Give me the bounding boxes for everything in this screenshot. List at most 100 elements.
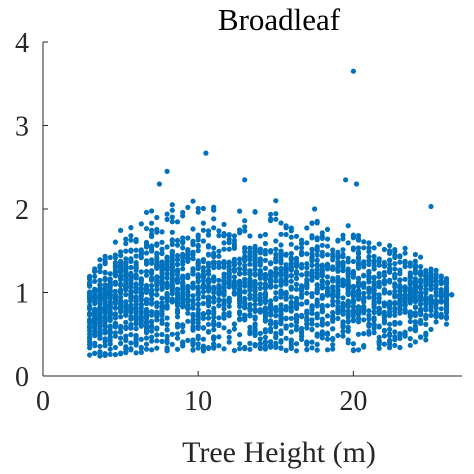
data-point: [92, 273, 98, 279]
data-point: [355, 245, 362, 251]
data-point: [330, 313, 336, 319]
data-point: [123, 265, 129, 271]
data-point: [268, 248, 274, 254]
data-point: [97, 269, 103, 275]
data-point: [330, 291, 336, 298]
data-point: [211, 314, 217, 320]
data-point: [123, 283, 129, 289]
data-point: [154, 280, 160, 286]
data-point: [216, 284, 222, 290]
data-point: [149, 270, 155, 277]
data-point: [402, 299, 408, 305]
data-point: [133, 315, 139, 322]
data-point: [164, 322, 170, 328]
data-point: [174, 321, 181, 327]
data-point: [262, 311, 268, 317]
data-point: [118, 260, 124, 267]
data-point: [87, 334, 93, 340]
data-point: [180, 299, 186, 306]
data-point: [381, 272, 387, 279]
data-point: [283, 272, 289, 278]
data-point: [211, 245, 217, 251]
data-point: [92, 340, 98, 346]
data-point: [319, 278, 325, 285]
y-tick-label: 3: [15, 112, 29, 143]
data-point: [257, 295, 263, 301]
data-point: [247, 313, 253, 319]
data-point: [387, 257, 393, 263]
data-point: [309, 317, 315, 323]
data-point: [443, 302, 450, 308]
data-point: [138, 297, 144, 303]
data-point: [143, 321, 150, 327]
data-point: [169, 288, 175, 294]
data-point: [128, 332, 134, 338]
data-point: [376, 307, 382, 313]
data-point: [371, 258, 377, 264]
data-point: [299, 333, 305, 339]
data-point: [293, 323, 300, 329]
data-point: [242, 276, 248, 282]
data-point: [273, 296, 279, 302]
data-point: [268, 326, 274, 332]
axes: [42, 41, 462, 377]
data-point: [97, 293, 103, 299]
data-point: [174, 271, 181, 278]
data-point: [278, 306, 284, 312]
data-point: [345, 259, 351, 265]
data-point: [376, 345, 382, 351]
data-point: [174, 346, 181, 352]
data-point: [423, 321, 429, 327]
data-point: [180, 266, 186, 272]
data-point: [143, 301, 150, 307]
data-point: [355, 249, 362, 255]
data-point: [376, 280, 382, 287]
data-point: [231, 289, 237, 295]
data-point: [335, 259, 341, 265]
data-point: [361, 344, 367, 350]
data-point: [149, 277, 155, 283]
data-point: [149, 347, 155, 353]
data-point: [288, 278, 294, 284]
data-point: [387, 290, 393, 296]
data-point: [397, 277, 403, 284]
data-point: [216, 303, 222, 309]
data-point: [345, 287, 351, 293]
y-tick-label: 0: [15, 362, 29, 393]
data-point: [371, 245, 377, 251]
data-point: [355, 265, 362, 271]
data-point: [133, 260, 139, 266]
data-point: [268, 211, 274, 217]
data-point: [237, 309, 243, 315]
data-point: [262, 265, 268, 271]
data-point: [428, 300, 434, 306]
data-point: [164, 293, 170, 299]
data-point: [412, 286, 418, 292]
data-point: [407, 300, 413, 306]
data-point: [190, 238, 196, 244]
data-point: [381, 333, 387, 339]
data-point: [195, 274, 201, 280]
data-point: [283, 295, 289, 302]
data-point: [123, 346, 129, 352]
data-point: [397, 320, 403, 326]
data-point: [438, 298, 444, 304]
data-point: [330, 336, 336, 342]
data-point: [262, 276, 268, 282]
data-point: [319, 322, 325, 328]
data-point: [112, 344, 118, 351]
data-point: [340, 232, 346, 238]
data-point: [299, 245, 305, 251]
data-point: [392, 294, 398, 300]
data-point: [293, 245, 300, 251]
data-point: [190, 347, 196, 353]
data-point: [164, 168, 170, 174]
data-point: [423, 295, 429, 301]
data-point: [443, 285, 450, 291]
data-point: [143, 341, 150, 347]
data-point: [371, 253, 377, 260]
data-point: [216, 334, 222, 340]
data-point: [397, 267, 403, 273]
data-point: [433, 319, 439, 325]
data-point: [407, 275, 413, 281]
